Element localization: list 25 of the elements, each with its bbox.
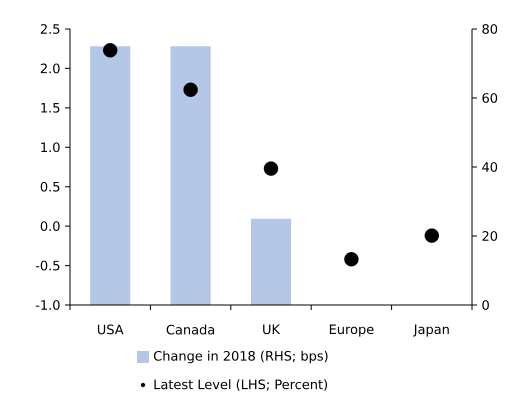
y-tick-label: -0.5: [36, 260, 60, 270]
x-tick-label: Japan: [413, 324, 449, 337]
y2-tick-label: 0: [482, 300, 489, 310]
point: [344, 252, 359, 266]
legend-label: Change in 2018 (RHS; bps): [154, 350, 328, 364]
y2-tick-label: 80: [482, 24, 498, 34]
y-tick-label: 1.0: [41, 142, 60, 152]
y2-tick-label: 60: [482, 93, 498, 103]
y-tick-label: 2.0: [40, 64, 60, 74]
y-tick-label: 2.5: [40, 24, 60, 34]
point: [103, 43, 118, 58]
x-tick-label: UK: [263, 324, 280, 334]
y-tick-label: -1.0: [36, 300, 60, 310]
point: [183, 82, 198, 97]
y2-tick-label: 40: [482, 162, 498, 172]
legend-label: Latest Level (LHS; Percent): [154, 379, 328, 391]
x-tick-label: USA: [98, 324, 124, 334]
y-tick-label: 1.5: [41, 103, 60, 113]
y-tick-label: 0.0: [40, 221, 60, 232]
x-tick-label: Canada: [166, 324, 214, 335]
point: [264, 161, 278, 176]
point: [424, 228, 439, 243]
y-tick-label: 0.5: [40, 182, 60, 192]
y2-tick-label: 20: [482, 231, 498, 241]
x-tick-label: Europe: [330, 324, 374, 337]
